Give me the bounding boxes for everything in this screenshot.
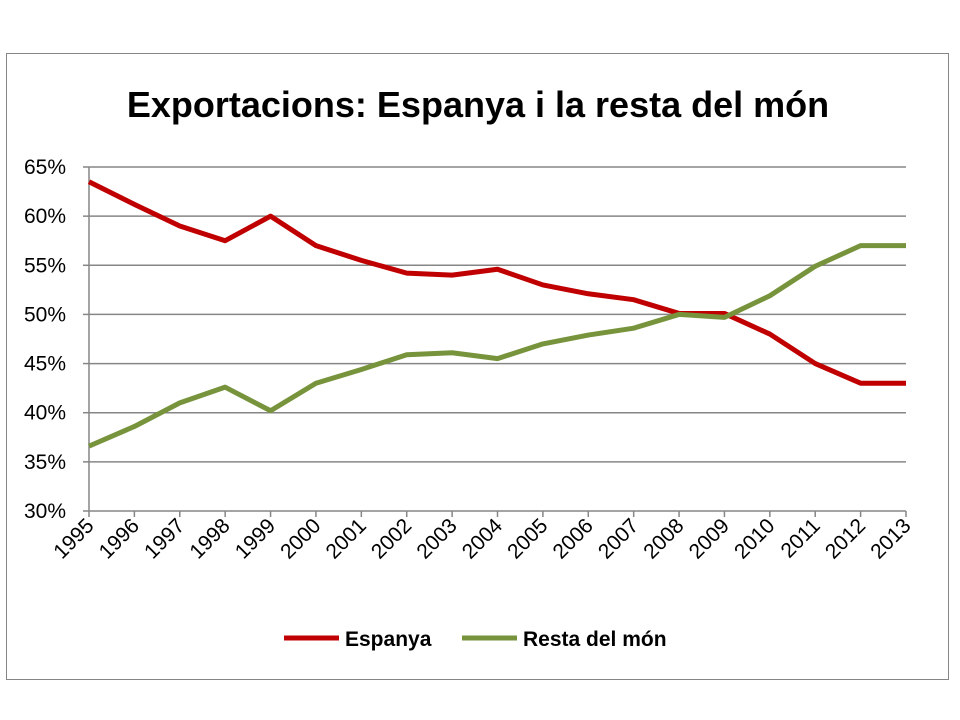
x-tick-label: 2006 — [549, 514, 598, 563]
x-tick-label: 2005 — [503, 514, 552, 563]
y-tick-label: 50% — [24, 303, 66, 326]
x-tick-label: 1998 — [185, 514, 234, 563]
x-axis-tick-labels: 1995199619971998199920002001200220032004… — [49, 514, 915, 564]
x-tick-label: 1999 — [231, 514, 280, 563]
gridlines — [83, 166, 906, 512]
legend-label: Resta del món — [523, 628, 667, 651]
legend-label: Espanya — [345, 628, 432, 651]
y-tick-label: 60% — [24, 205, 66, 228]
x-tick-label: 1996 — [95, 514, 144, 563]
x-tick-label: 2008 — [639, 514, 688, 563]
legend: Espanya Resta del món — [284, 628, 667, 651]
y-axis-tick-labels: 30% 35% 40% 45% 50% 55% 60% 65% — [24, 156, 66, 523]
x-tick-label: 2013 — [866, 514, 915, 563]
x-tick-label: 2003 — [412, 514, 461, 563]
x-tick-label: 2007 — [594, 514, 643, 563]
series-line-1 — [87, 179, 906, 386]
x-tick-label: 2012 — [821, 514, 870, 563]
y-tick-label: 30% — [24, 500, 66, 523]
y-tick-label: 55% — [24, 254, 66, 277]
x-tick-label: 2009 — [685, 514, 734, 563]
y-tick-label: 40% — [24, 402, 66, 425]
x-tick-label: 2000 — [276, 514, 325, 563]
y-tick-label: 35% — [24, 451, 66, 474]
series-lines — [87, 179, 906, 449]
axes — [88, 167, 907, 517]
x-tick-label: 2004 — [458, 514, 508, 564]
x-tick-label: 2002 — [367, 514, 416, 563]
series-line-2 — [88, 243, 906, 449]
x-tick-label: 2001 — [322, 514, 371, 563]
y-tick-label: 65% — [24, 156, 66, 179]
chart-frame — [6, 53, 949, 680]
chart-title: Exportacions: Espanya i la resta del món — [127, 84, 829, 125]
x-tick-label: 2011 — [777, 514, 825, 562]
y-tick-label: 45% — [24, 353, 66, 376]
x-tick-label: 1997 — [140, 514, 189, 563]
x-tick-label: 2010 — [730, 514, 779, 563]
